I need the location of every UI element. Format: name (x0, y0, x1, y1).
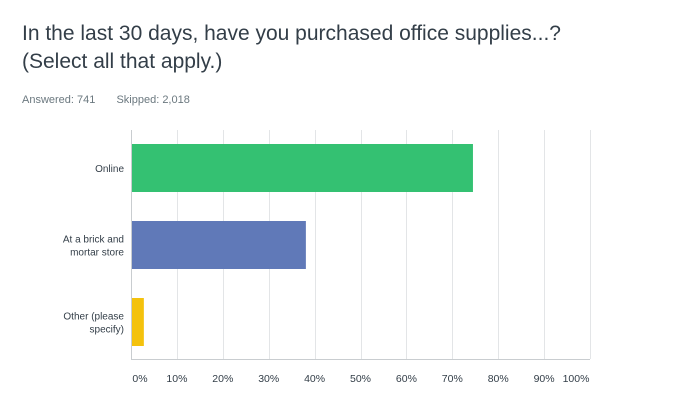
category-label: mortar store (70, 248, 124, 259)
response-stats: Answered: 741 Skipped: 2,018 (22, 94, 208, 106)
x-tick-label: 70% (442, 373, 463, 385)
bar-0 (132, 144, 473, 192)
question-title-line-2: (Select all that apply.) (22, 50, 223, 73)
question-title: In the last 30 days, have you purchased … (22, 20, 662, 76)
category-label: specify) (90, 325, 124, 336)
skipped-count: Skipped: 2,018 (116, 94, 190, 106)
x-tick-label: 90% (534, 373, 555, 385)
bar-1 (132, 221, 306, 269)
category-label: Online (95, 164, 124, 175)
x-tick-label: 40% (304, 373, 325, 385)
x-tick-label: 10% (166, 373, 187, 385)
x-tick-label: 50% (350, 373, 371, 385)
x-tick-label: 100% (563, 373, 590, 385)
category-label: At a brick and (63, 235, 124, 246)
x-tick-label: 60% (396, 373, 417, 385)
bar-2 (132, 298, 144, 346)
question-title-line-1: In the last 30 days, have you purchased … (22, 22, 561, 45)
category-label: Other (please (63, 312, 124, 323)
x-tick-label: 30% (258, 373, 279, 385)
x-tick-label: 20% (212, 373, 233, 385)
x-tick-label: 0% (132, 373, 147, 385)
answered-count: Answered: 741 (22, 94, 96, 106)
x-tick-label: 80% (488, 373, 509, 385)
